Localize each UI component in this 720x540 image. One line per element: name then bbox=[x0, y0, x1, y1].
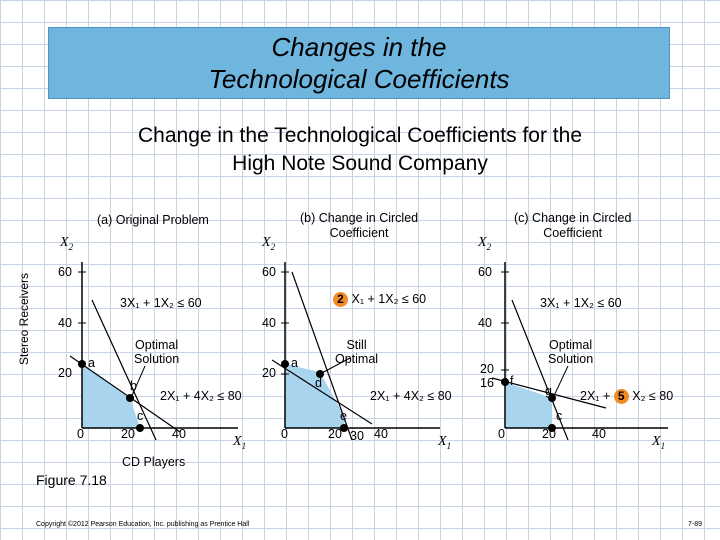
panel-b-title-line2: Coefficient bbox=[329, 226, 389, 240]
panel-a-ytick-20: 20 bbox=[58, 366, 72, 380]
panel-b-y-axis-label: X2 bbox=[262, 235, 276, 252]
panel-c-point-g bbox=[548, 394, 556, 402]
panel-c-x-axis-label: X1 bbox=[652, 434, 666, 451]
panel-a-x-axis-label: X1 bbox=[233, 434, 247, 451]
panel-b-xtick-40: 40 bbox=[374, 427, 388, 441]
page-number: 7-89 bbox=[688, 521, 703, 528]
panel-a-optimal-pointer bbox=[130, 365, 146, 399]
panel-a-xtick-20: 20 bbox=[121, 427, 135, 441]
panel-c-point-c bbox=[548, 424, 556, 432]
panel-c-optimal-pointer bbox=[552, 365, 569, 399]
title-line-1: Changes in the bbox=[271, 32, 447, 62]
panel-b-point-e bbox=[340, 424, 348, 432]
panel-c-title: (c) Change in Circled Coefficient bbox=[514, 211, 631, 241]
figure-caption: Figure 7.18 bbox=[36, 472, 107, 488]
panel-c-constraint2-line bbox=[491, 377, 607, 409]
panel-a-point-b bbox=[126, 394, 134, 402]
y-side-label: Stereo Receivers bbox=[17, 272, 32, 366]
panel-b-constraint1-rest: X₁ + 1X₂ ≤ 60 bbox=[351, 292, 427, 306]
panel-a-title: (a) Original Problem bbox=[97, 213, 209, 227]
panel-c-ytick-16: 16 bbox=[480, 376, 494, 390]
panel-b-xtick-0: 0 bbox=[281, 427, 288, 441]
panel-a-constraint2: 2X₁ + 4X₂ ≤ 80 bbox=[160, 389, 242, 403]
panel-c-constraint2-post: X₂ ≤ 80 bbox=[632, 389, 674, 403]
panel-a-xtick-40: 40 bbox=[172, 427, 186, 441]
panel-b-title: (b) Change in Circled Coefficient bbox=[300, 211, 418, 241]
panel-c-constraint2: 2X₁ + 5 X₂ ≤ 80 bbox=[580, 389, 673, 404]
panel-a-optimal-label: Optimal Solution bbox=[134, 338, 180, 366]
panel-c-label-f: f bbox=[510, 374, 514, 388]
panel-c-constraint1: 3X₁ + 1X₂ ≤ 60 bbox=[540, 296, 622, 310]
panel-b-label-a: a bbox=[291, 356, 298, 370]
panel-c-title-line2: Coefficient bbox=[543, 226, 603, 240]
panel-c-label-c: c bbox=[556, 409, 563, 423]
panel-a-constraint1: 3X₁ + 1X₂ ≤ 60 bbox=[120, 296, 202, 310]
panel-b-point-a bbox=[281, 360, 289, 368]
panel-a-constraint2-line bbox=[69, 355, 181, 433]
panel-c-xtick-0: 0 bbox=[498, 427, 505, 441]
panel-b-xtick-20: 20 bbox=[328, 427, 342, 441]
panel-b-constraint2-line bbox=[271, 359, 373, 425]
panel-c-constraint1-line bbox=[511, 299, 569, 441]
panel-b-title-line1: (b) Change in Circled bbox=[300, 211, 419, 225]
panel-c-circled-coefficient: 5 bbox=[613, 389, 629, 404]
slide-title: Changes in the Technological Coefficient… bbox=[208, 31, 509, 95]
panel-a-feasible-region bbox=[82, 364, 140, 428]
panel-c-xtick-40: 40 bbox=[592, 427, 606, 441]
subtitle-line-2: High Note Sound Company bbox=[232, 152, 488, 175]
subtitle-line-1: Change in the Technological Coefficients… bbox=[137, 124, 582, 147]
subtitle: Change in the Technological Coefficients… bbox=[40, 122, 680, 178]
panel-b-ytick-60: 60 bbox=[262, 265, 276, 279]
title-line-2: Technological Coefficients bbox=[208, 64, 510, 94]
panel-b-constraint2: 2X₁ + 4X₂ ≤ 80 bbox=[370, 389, 452, 403]
copyright: Copyright ©2012 Pearson Education, Inc. … bbox=[36, 521, 250, 528]
panel-b-constraint1-line bbox=[291, 271, 353, 441]
x-bottom-label: CD Players bbox=[122, 455, 186, 469]
panel-b-x-axis-label: X1 bbox=[438, 434, 452, 451]
panel-c-title-line1: (c) Change in Circled bbox=[514, 211, 632, 225]
panel-c-feasible-region bbox=[505, 382, 552, 428]
panel-b-optimal-pointer bbox=[319, 357, 351, 375]
panel-b-still-optimal: Still Optimal bbox=[335, 338, 378, 366]
panel-a-ytick-60: 60 bbox=[58, 265, 72, 279]
panel-b-label-e: e bbox=[340, 409, 347, 423]
panel-c-optimal-line1: Optimal bbox=[549, 338, 593, 352]
panel-c-ytick-40: 40 bbox=[478, 316, 492, 330]
panel-a-label-c: c bbox=[137, 409, 144, 423]
panel-c-constraint2-pre: 2X₁ + bbox=[580, 389, 611, 403]
panel-b-ytick-20: 20 bbox=[262, 366, 276, 380]
panel-b-label-d: d bbox=[315, 376, 322, 390]
panel-a-label-a: a bbox=[88, 356, 95, 370]
panel-b-circled-coefficient: 2 bbox=[333, 292, 348, 307]
panel-a-ytick-40: 40 bbox=[58, 316, 72, 330]
panel-b-optimal-label: Optimal bbox=[335, 352, 379, 366]
panel-b-point-d bbox=[316, 370, 324, 378]
panel-c-y-axis-label: X2 bbox=[478, 235, 492, 252]
panel-a-point-c bbox=[136, 424, 144, 432]
panel-a-y-axis-label: X2 bbox=[60, 235, 74, 252]
panel-c-label-g: g bbox=[545, 384, 552, 398]
panel-c-ytick-20: 20 bbox=[480, 362, 494, 376]
panel-c-optimal-label: Optimal Solution bbox=[548, 338, 593, 366]
panel-c-xtick-20: 20 bbox=[542, 427, 556, 441]
panel-a-xtick-0: 0 bbox=[77, 427, 84, 441]
title-banner: Changes in the Technological Coefficient… bbox=[48, 27, 670, 99]
panel-c-optimal-line2: Solution bbox=[548, 352, 594, 366]
panel-b-constraint1: 2 X₁ + 1X₂ ≤ 60 bbox=[333, 292, 426, 307]
panel-b-xtick-30: 30 bbox=[350, 429, 364, 443]
panel-a-label-b: b bbox=[130, 379, 137, 393]
panel-b-feasible-region bbox=[285, 364, 345, 428]
panel-a-constraint1-line bbox=[91, 299, 157, 441]
panel-c-ytick-60: 60 bbox=[478, 265, 492, 279]
panel-b-ytick-40: 40 bbox=[262, 316, 276, 330]
panel-b-still-label: Still bbox=[346, 338, 367, 352]
